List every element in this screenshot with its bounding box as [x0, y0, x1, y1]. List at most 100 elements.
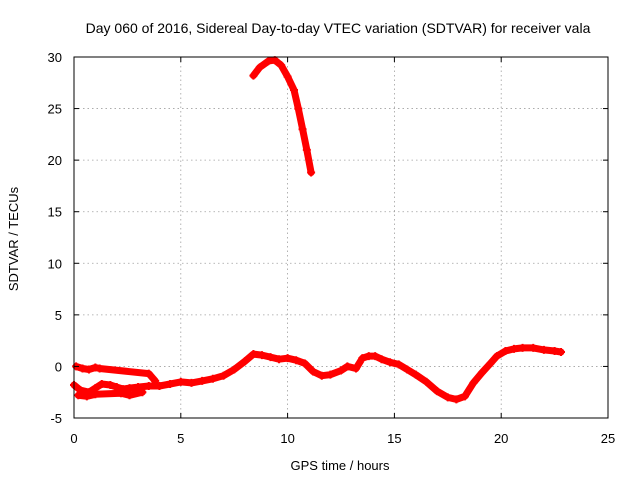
- x-tick-label: 20: [494, 431, 508, 446]
- data-point: [97, 379, 106, 388]
- data-point: [116, 389, 125, 398]
- x-tick-label: 0: [70, 431, 77, 446]
- data-point: [283, 72, 292, 81]
- data-point: [300, 359, 309, 368]
- data-point: [550, 346, 559, 355]
- data-point: [125, 384, 134, 393]
- data-point: [112, 383, 121, 392]
- data-point: [249, 350, 258, 359]
- data-point: [74, 391, 83, 400]
- data-point: [264, 57, 273, 66]
- x-tick-label: 10: [280, 431, 294, 446]
- data-point: [486, 359, 495, 368]
- data-point: [266, 353, 275, 362]
- data-point: [78, 364, 87, 373]
- data-point: [309, 367, 318, 376]
- y-tick-label: 5: [55, 308, 62, 323]
- data-point: [151, 376, 160, 385]
- series-2: [72, 362, 160, 385]
- data-point: [433, 387, 442, 396]
- x-axis-label: GPS time / hours: [291, 458, 390, 473]
- y-tick-label: 0: [55, 359, 62, 374]
- data-point: [84, 365, 93, 374]
- data-point: [82, 392, 91, 401]
- data-point: [307, 168, 316, 177]
- data-point: [198, 376, 207, 385]
- data-point: [91, 390, 100, 399]
- data-point: [452, 395, 461, 404]
- plot-frame: [73, 56, 609, 419]
- data-point: [539, 345, 548, 354]
- data-point: [302, 145, 311, 154]
- data-point: [294, 104, 303, 113]
- data-point: [518, 343, 527, 352]
- x-tick-label: 15: [387, 431, 401, 446]
- series-layer: [70, 56, 566, 404]
- data-point: [290, 86, 299, 95]
- grid: [74, 57, 608, 418]
- y-tick-label: 15: [48, 205, 62, 220]
- data-point: [326, 370, 335, 379]
- data-point: [386, 358, 395, 367]
- series-3: [74, 388, 147, 401]
- data-point: [95, 364, 104, 373]
- data-point: [529, 343, 538, 352]
- data-point: [501, 346, 510, 355]
- data-point: [176, 377, 185, 386]
- chart-title: Day 060 of 2016, Sidereal Day-to-day VTE…: [86, 20, 591, 36]
- x-tick-label: 25: [601, 431, 615, 446]
- y-tick-label: -5: [50, 411, 62, 426]
- y-tick-label: 25: [48, 102, 62, 117]
- series-1: [70, 343, 566, 404]
- data-point: [411, 370, 420, 379]
- data-point: [510, 344, 519, 353]
- data-point: [187, 378, 196, 387]
- data-point: [255, 63, 264, 72]
- data-point: [106, 380, 115, 389]
- data-point: [257, 351, 266, 360]
- y-tick-label: 20: [48, 153, 62, 168]
- data-point: [144, 382, 153, 391]
- y-tick-label: 10: [48, 256, 62, 271]
- data-point: [317, 371, 326, 380]
- data-point: [477, 368, 486, 377]
- data-point: [208, 374, 217, 383]
- data-point: [492, 352, 501, 361]
- data-point: [298, 125, 307, 134]
- tick-layer: 0 5 10 15 20 25 -5 0 5 10 15 20 25 30: [48, 50, 616, 446]
- data-point: [557, 347, 566, 356]
- series-4: [249, 56, 316, 177]
- data-point: [155, 382, 164, 391]
- data-point: [277, 61, 286, 70]
- data-point: [125, 391, 134, 400]
- y-tick-label: 30: [48, 50, 62, 65]
- data-point: [377, 355, 386, 364]
- data-point: [230, 365, 239, 374]
- data-point: [403, 365, 412, 374]
- data-point: [343, 362, 352, 371]
- data-point: [337, 366, 345, 375]
- data-point: [219, 371, 228, 380]
- series-trace: [249, 56, 315, 176]
- data-point: [460, 392, 469, 401]
- data-point: [371, 352, 380, 361]
- data-point: [166, 379, 175, 388]
- data-point: [249, 71, 258, 80]
- data-point: [144, 369, 153, 378]
- data-point: [358, 354, 367, 363]
- data-point: [394, 360, 403, 369]
- data-point: [292, 356, 301, 365]
- data-point: [422, 377, 431, 386]
- data-point: [240, 357, 249, 366]
- data-point: [443, 393, 452, 402]
- x-tick-label: 5: [177, 431, 184, 446]
- data-point: [469, 378, 478, 387]
- data-point: [283, 354, 292, 363]
- data-point: [275, 355, 284, 364]
- data-point: [91, 363, 100, 372]
- data-point: [138, 388, 147, 397]
- data-point: [351, 364, 360, 373]
- y-axis-label: SDTVAR / TECUs: [6, 186, 21, 291]
